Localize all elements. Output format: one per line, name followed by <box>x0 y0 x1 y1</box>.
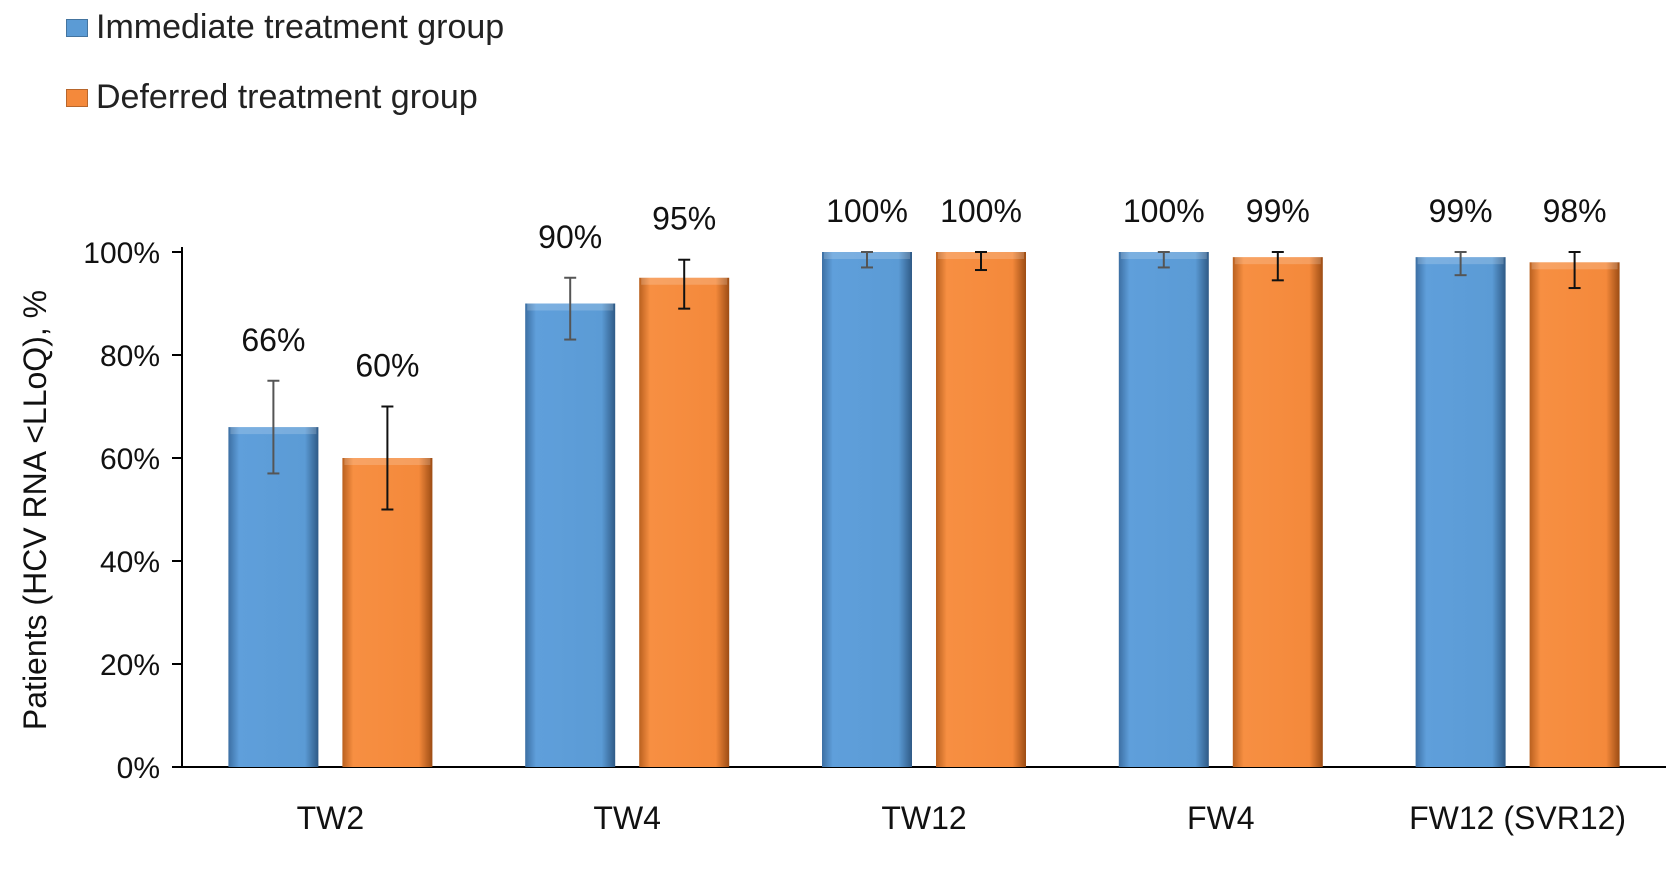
y-tick-label: 40% <box>100 546 160 579</box>
y-tick-label: 100% <box>83 237 160 270</box>
bar-immediate <box>822 252 912 767</box>
bar-deferred <box>639 277 730 767</box>
legend-swatch-immediate <box>66 18 88 37</box>
data-label: 100% <box>940 193 1022 229</box>
legend-item-deferred: Deferred treatment group <box>66 78 478 117</box>
x-category-label: FW12 (SVR12) <box>1409 800 1626 836</box>
data-label: 60% <box>355 348 419 384</box>
bar-deferred <box>936 252 1026 767</box>
bar-immediate <box>1118 252 1209 767</box>
y-tick-label: 60% <box>100 443 160 476</box>
y-tick-label: 20% <box>100 649 160 682</box>
legend-label-immediate: Immediate treatment group <box>96 8 505 46</box>
data-label: 66% <box>241 322 305 358</box>
bar-deferred <box>1529 262 1620 767</box>
data-label: 100% <box>826 193 908 229</box>
y-tick-label: 80% <box>100 340 160 373</box>
y-tick-label: 0% <box>117 752 160 785</box>
data-label: 99% <box>1429 193 1493 229</box>
legend-label-deferred: Deferred treatment group <box>96 78 478 116</box>
x-category-label: TW4 <box>593 800 661 836</box>
x-category-label: FW4 <box>1187 800 1255 836</box>
bar-immediate <box>525 303 616 767</box>
y-axis-title: Patients (HCV RNA <LLoQ), % <box>17 290 53 730</box>
legend-swatch-deferred <box>66 88 88 107</box>
data-label: 99% <box>1246 193 1310 229</box>
legend-item-immediate: Immediate treatment group <box>66 8 504 47</box>
x-category-label: TW2 <box>297 800 365 836</box>
data-label: 90% <box>538 219 602 255</box>
data-label: 100% <box>1123 193 1205 229</box>
data-label: 98% <box>1543 193 1607 229</box>
data-label: 95% <box>652 201 716 237</box>
bar-immediate <box>228 427 319 767</box>
bar-immediate <box>1415 257 1506 767</box>
x-category-label: TW12 <box>881 800 966 836</box>
bar-deferred <box>1232 257 1323 767</box>
